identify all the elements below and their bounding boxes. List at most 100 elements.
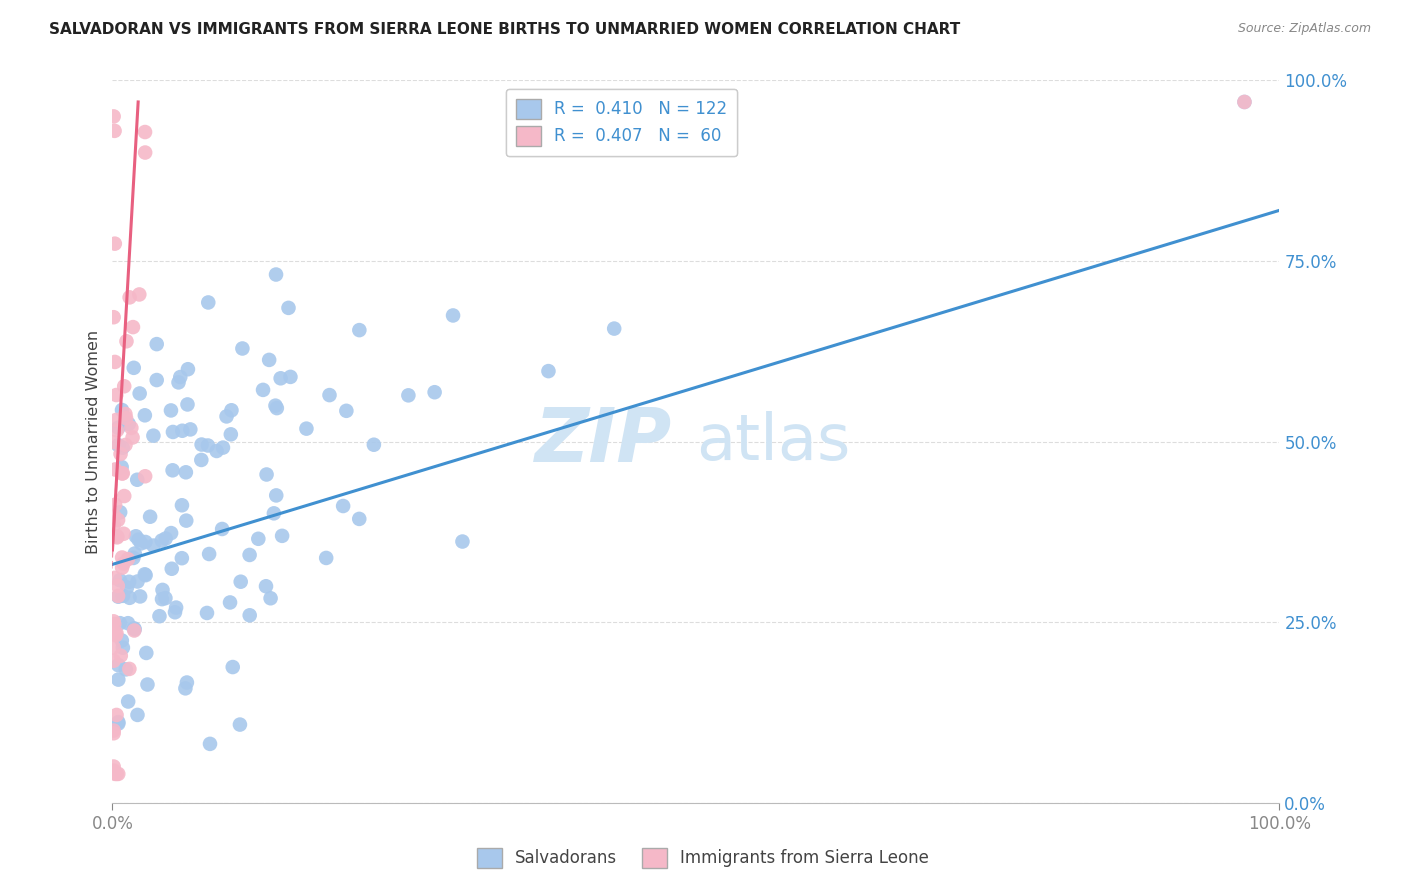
Point [104, 628, 127, 642]
Point [162, 425, 184, 439]
Point [423, 385, 446, 400]
Point [221, 403, 243, 417]
Point [103, 640, 125, 655]
Point [537, 364, 560, 378]
Point [107, 513, 129, 527]
Point [105, 767, 128, 781]
Point [103, 654, 125, 668]
Point [104, 236, 127, 251]
Text: atlas: atlas [696, 410, 851, 473]
Point [134, 409, 156, 423]
Point [160, 562, 183, 576]
Point [142, 428, 165, 442]
Point [263, 506, 285, 520]
Point [103, 726, 125, 740]
Point [103, 435, 125, 450]
Point [105, 626, 128, 640]
Point [103, 723, 125, 738]
Point [112, 526, 135, 541]
Point [148, 609, 170, 624]
Point [174, 681, 197, 696]
Text: SALVADORAN VS IMMIGRANTS FROM SIERRA LEONE BIRTHS TO UNMARRIED WOMEN CORRELATION: SALVADORAN VS IMMIGRANTS FROM SIERRA LEO… [49, 22, 960, 37]
Point [134, 567, 156, 582]
Point [257, 352, 280, 367]
Point [134, 145, 156, 160]
Point [259, 591, 281, 606]
Point [195, 606, 218, 620]
Point [111, 633, 134, 648]
Point [155, 532, 177, 546]
Point [105, 424, 128, 438]
Point [111, 467, 134, 481]
Point [134, 469, 156, 483]
Point [105, 413, 128, 427]
Point [176, 675, 198, 690]
Point [129, 590, 152, 604]
Point [103, 617, 125, 632]
Point [107, 716, 129, 731]
Point [349, 323, 371, 337]
Point [295, 422, 318, 436]
Point [112, 557, 135, 571]
Point [104, 498, 127, 512]
Point [128, 533, 150, 547]
Point [363, 438, 385, 452]
Point [107, 589, 129, 603]
Point [104, 355, 127, 369]
Point [107, 421, 129, 435]
Point [112, 379, 135, 393]
Point [108, 616, 131, 631]
Point [110, 447, 132, 461]
Point [280, 370, 302, 384]
Text: Source: ZipAtlas.com: Source: ZipAtlas.com [1237, 22, 1371, 36]
Point [111, 460, 134, 475]
Point [396, 388, 419, 402]
Point [170, 551, 193, 566]
Point [174, 514, 197, 528]
Point [136, 677, 159, 691]
Point [160, 403, 183, 417]
Point [162, 463, 184, 477]
Point [103, 518, 125, 533]
Point [124, 547, 146, 561]
Point [122, 320, 145, 334]
Point [198, 547, 221, 561]
Point [128, 287, 150, 301]
Point [103, 615, 125, 629]
Point [349, 512, 371, 526]
Point [103, 310, 125, 325]
Point [107, 579, 129, 593]
Point [121, 430, 143, 444]
Point [318, 388, 340, 402]
Point [198, 737, 221, 751]
Point [167, 376, 190, 390]
Point [264, 399, 287, 413]
Point [108, 573, 131, 587]
Point [104, 462, 127, 476]
Point [264, 268, 287, 282]
Legend: Salvadorans, Immigrants from Sierra Leone: Salvadorans, Immigrants from Sierra Leon… [470, 841, 936, 875]
Point [174, 465, 197, 479]
Point [254, 579, 277, 593]
Point [122, 551, 145, 566]
Point [111, 403, 134, 417]
Point [107, 438, 129, 452]
Legend: R =  0.410   N = 122, R =  0.407   N =  60: R = 0.410 N = 122, R = 0.407 N = 60 [506, 88, 737, 156]
Point [108, 505, 131, 519]
Point [107, 767, 129, 781]
Point [117, 694, 139, 708]
Point [127, 473, 149, 487]
Point [107, 715, 129, 730]
Point [190, 437, 212, 451]
Point [117, 552, 139, 566]
Point [114, 407, 136, 421]
Point [103, 110, 125, 124]
Point [315, 550, 337, 565]
Point [104, 571, 127, 585]
Point [134, 125, 156, 139]
Point [128, 386, 150, 401]
Point [603, 321, 626, 335]
Point [112, 489, 135, 503]
Point [117, 616, 139, 631]
Point [103, 124, 125, 138]
